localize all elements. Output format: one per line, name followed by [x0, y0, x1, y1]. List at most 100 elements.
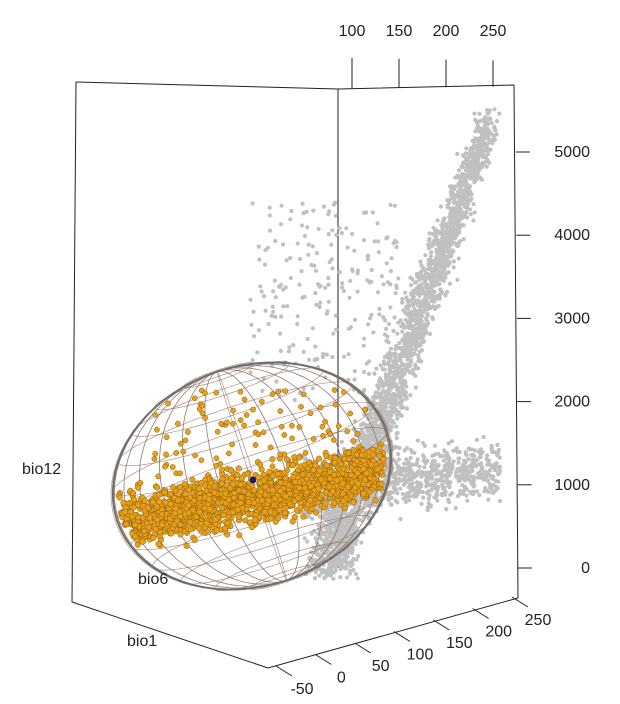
background-point	[394, 412, 399, 417]
background-point	[393, 473, 398, 478]
background-point	[469, 160, 474, 165]
background-point	[479, 177, 485, 182]
box-top-edge	[75, 81, 339, 90]
background-point	[427, 493, 432, 498]
background-point	[395, 387, 400, 392]
background-point	[281, 242, 286, 247]
background-point	[452, 211, 457, 216]
background-point	[318, 283, 323, 289]
background-point	[481, 434, 486, 440]
background-point	[384, 394, 389, 399]
background-point	[465, 194, 470, 199]
background-point	[336, 555, 342, 560]
background-point	[394, 358, 399, 363]
background-point	[456, 460, 461, 465]
background-point	[478, 152, 483, 157]
background-point	[339, 230, 344, 236]
background-point	[305, 336, 310, 342]
background-point	[256, 244, 261, 249]
background-point	[430, 242, 436, 247]
background-point	[355, 271, 360, 276]
background-point	[388, 269, 393, 274]
background-point	[273, 314, 278, 319]
background-point	[456, 217, 461, 222]
background-point	[429, 291, 434, 297]
background-point	[446, 467, 452, 472]
background-point	[471, 484, 476, 489]
background-point	[395, 416, 400, 421]
background-point	[377, 306, 382, 311]
background-point	[444, 226, 449, 231]
background-point	[415, 457, 420, 462]
background-point	[334, 232, 339, 238]
background-point	[496, 469, 501, 474]
background-point	[419, 348, 424, 353]
background-point	[416, 353, 421, 358]
background-point	[417, 330, 422, 335]
background-point	[456, 168, 462, 173]
background-point	[395, 331, 400, 336]
background-point	[459, 223, 464, 228]
background-point	[458, 200, 463, 205]
background-point	[333, 213, 338, 218]
background-point	[451, 265, 456, 270]
selected-point	[141, 497, 148, 504]
background-point	[470, 167, 475, 172]
background-point	[362, 336, 367, 341]
background-point	[483, 145, 488, 150]
background-point	[472, 448, 477, 453]
background-point	[348, 278, 353, 283]
background-point	[473, 117, 478, 122]
background-point	[375, 401, 380, 406]
background-point	[404, 396, 409, 401]
background-point	[486, 141, 491, 146]
background-point	[494, 461, 499, 466]
background-point	[466, 456, 471, 462]
background-point	[455, 151, 460, 156]
background-point	[419, 269, 424, 274]
background-point	[416, 480, 421, 485]
background-point	[267, 205, 272, 210]
selected-point	[235, 465, 242, 472]
background-point	[411, 371, 416, 376]
background-point	[442, 448, 447, 453]
background-point	[302, 233, 308, 238]
background-point	[427, 236, 432, 241]
background-point	[380, 366, 385, 372]
background-point	[451, 459, 456, 464]
background-point	[369, 312, 374, 318]
background-point	[404, 457, 409, 462]
background-point	[434, 305, 439, 310]
background-point	[372, 239, 377, 244]
background-point	[408, 455, 413, 461]
background-point	[476, 471, 481, 476]
background-point	[426, 242, 431, 247]
background-point	[442, 216, 447, 221]
background-point	[472, 210, 477, 215]
background-point	[401, 482, 407, 488]
background-point	[460, 483, 465, 488]
background-point	[486, 137, 491, 142]
background-point	[474, 489, 480, 494]
background-point	[360, 434, 365, 439]
background-point	[456, 478, 461, 484]
background-point	[392, 315, 397, 320]
background-point	[417, 464, 422, 469]
background-point	[398, 486, 403, 491]
background-point	[458, 179, 463, 184]
background-point	[389, 502, 394, 507]
background-point	[421, 304, 426, 309]
background-point	[330, 354, 335, 360]
background-point	[465, 205, 470, 211]
background-point	[447, 200, 452, 205]
background-point	[313, 357, 318, 362]
background-point	[447, 184, 453, 189]
background-point	[265, 245, 270, 250]
background-point	[333, 200, 338, 205]
background-point	[449, 206, 454, 211]
background-point	[383, 443, 388, 448]
background-point	[313, 268, 318, 273]
selected-point	[150, 534, 157, 542]
background-point	[310, 386, 315, 391]
background-point	[425, 301, 430, 306]
